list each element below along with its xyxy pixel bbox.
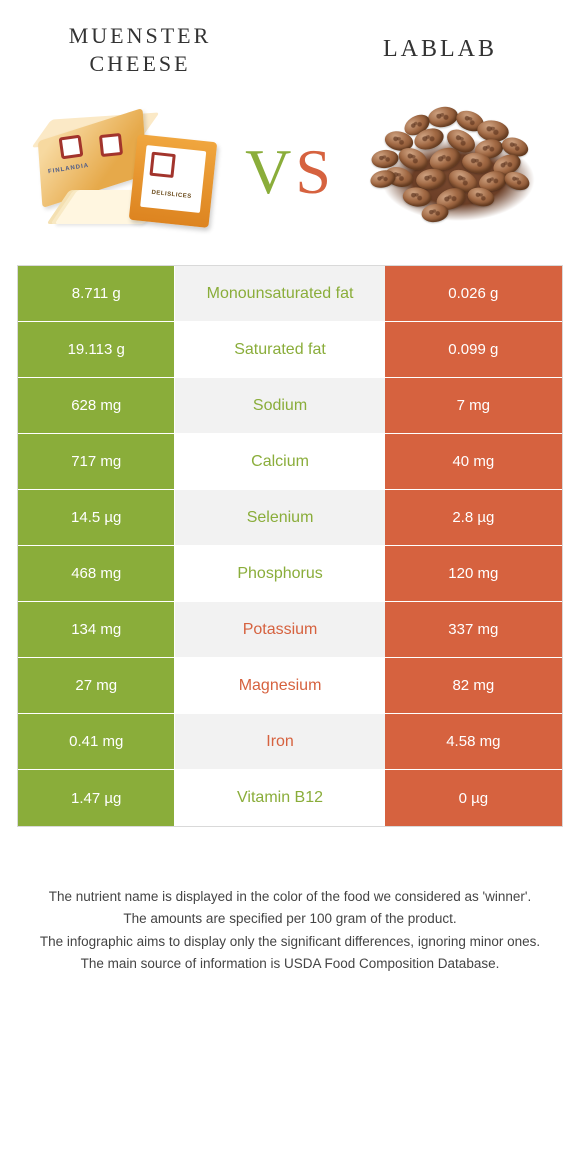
nutrient-label-cell: Magnesium [175,658,384,713]
right-value-cell: 82 mg [385,658,562,713]
nutrient-label-cell: Potassium [175,602,384,657]
right-value-cell: 337 mg [385,602,562,657]
right-value-cell: 0 µg [385,770,562,826]
left-value-cell: 19.113 g [18,322,175,377]
vs-label: VS [245,135,335,209]
comparison-header: MUENSTER CHEESE LABLAB [0,0,580,87]
table-row: 628 mgSodium7 mg [18,378,562,434]
left-value-cell: 468 mg [18,546,175,601]
left-value-cell: 27 mg [18,658,175,713]
nutrient-label-cell: Selenium [175,490,384,545]
table-row: 1.47 µgVitamin B120 µg [18,770,562,826]
nutrient-label-cell: Phosphorus [175,546,384,601]
cheese-illustration: FINLANDIA DELISLICES [30,112,215,232]
right-value-cell: 40 mg [385,434,562,489]
table-row: 27 mgMagnesium82 mg [18,658,562,714]
table-row: 0.41 mgIron4.58 mg [18,714,562,770]
footnote-line: The infographic aims to display only the… [28,932,552,952]
footnote-line: The amounts are specified per 100 gram o… [28,909,552,929]
table-row: 8.711 gMonounsaturated fat0.026 g [18,266,562,322]
nutrient-label-cell: Monounsaturated fat [175,266,384,321]
nutrient-label-cell: Vitamin B12 [175,770,384,826]
right-value-cell: 120 mg [385,546,562,601]
table-row: 19.113 gSaturated fat0.099 g [18,322,562,378]
lablab-illustration [365,107,550,237]
nutrient-label-cell: Iron [175,714,384,769]
left-value-cell: 628 mg [18,378,175,433]
nutrient-label-cell: Sodium [175,378,384,433]
right-value-cell: 7 mg [385,378,562,433]
table-row: 468 mgPhosphorus120 mg [18,546,562,602]
left-value-cell: 717 mg [18,434,175,489]
right-value-cell: 0.026 g [385,266,562,321]
vs-v: V [245,136,295,207]
nutrient-table: 8.711 gMonounsaturated fat0.026 g19.113 … [17,265,563,827]
footnote-line: The main source of information is USDA F… [28,954,552,974]
table-row: 14.5 µgSelenium2.8 µg [18,490,562,546]
footnote-line: The nutrient name is displayed in the co… [28,887,552,907]
vs-s: S [295,136,335,207]
left-value-cell: 134 mg [18,602,175,657]
left-food-title: MUENSTER CHEESE [40,22,240,77]
right-value-cell: 4.58 mg [385,714,562,769]
table-row: 717 mgCalcium40 mg [18,434,562,490]
left-value-cell: 1.47 µg [18,770,175,826]
hero-row: FINLANDIA DELISLICES VS [0,87,580,265]
left-value-cell: 0.41 mg [18,714,175,769]
left-food-image: FINLANDIA DELISLICES [30,107,215,237]
left-value-cell: 14.5 µg [18,490,175,545]
right-value-cell: 0.099 g [385,322,562,377]
left-value-cell: 8.711 g [18,266,175,321]
right-food-image [365,107,550,237]
nutrient-label-cell: Calcium [175,434,384,489]
right-value-cell: 2.8 µg [385,490,562,545]
right-food-title: LABLAB [340,36,540,63]
nutrient-label-cell: Saturated fat [175,322,384,377]
table-row: 134 mgPotassium337 mg [18,602,562,658]
footnote-block: The nutrient name is displayed in the co… [0,827,580,996]
